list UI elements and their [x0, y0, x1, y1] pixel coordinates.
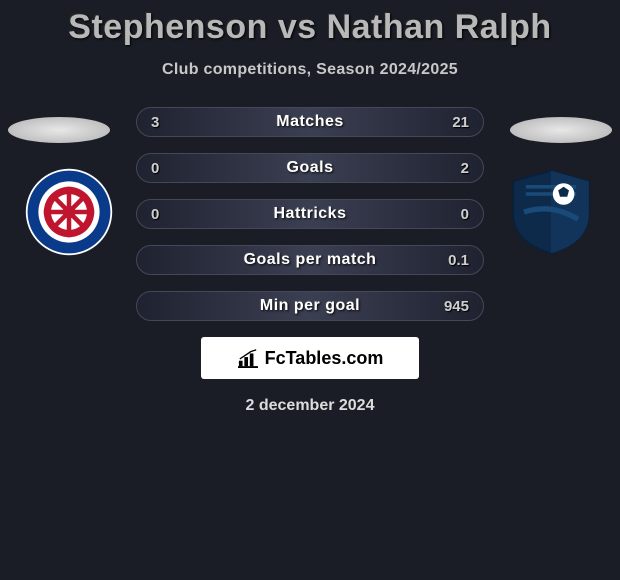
brand-logo: FcTables.com: [237, 348, 384, 369]
stat-right-value: 945: [444, 298, 469, 315]
stat-label: Matches: [276, 113, 344, 131]
stat-row: Goals per match 0.1: [136, 245, 484, 275]
stat-rows: 3 Matches 21 0 Goals 2 0 Hattricks 0 Goa…: [136, 107, 484, 321]
stat-label: Min per goal: [260, 297, 360, 315]
stat-row: Min per goal 945: [136, 291, 484, 321]
stat-left-value: 0: [151, 206, 159, 223]
stat-right-value: 21: [452, 114, 469, 131]
stat-label: Goals: [287, 159, 334, 177]
stat-row: 3 Matches 21: [136, 107, 484, 137]
stat-row: 0 Hattricks 0: [136, 199, 484, 229]
stat-right-value: 2: [461, 160, 469, 177]
brand-text: FcTables.com: [265, 348, 384, 369]
brand-logo-box[interactable]: FcTables.com: [201, 337, 419, 379]
left-player-photo-placeholder: [8, 117, 110, 143]
left-club-badge: [24, 167, 114, 257]
right-player-photo-placeholder: [510, 117, 612, 143]
stat-row: 0 Goals 2: [136, 153, 484, 183]
stat-right-value: 0.1: [448, 252, 469, 269]
stat-right-value: 0: [461, 206, 469, 223]
right-club-badge: [506, 167, 596, 257]
bar-chart-icon: [237, 348, 259, 368]
comparison-title: Stephenson vs Nathan Ralph: [0, 0, 620, 47]
stat-label: Hattricks: [274, 205, 347, 223]
stat-label: Goals per match: [244, 251, 377, 269]
comparison-body: 3 Matches 21 0 Goals 2 0 Hattricks 0 Goa…: [0, 107, 620, 415]
stat-left-value: 0: [151, 160, 159, 177]
comparison-date: 2 december 2024: [0, 397, 620, 415]
stat-left-value: 3: [151, 114, 159, 131]
comparison-subtitle: Club competitions, Season 2024/2025: [0, 61, 620, 79]
